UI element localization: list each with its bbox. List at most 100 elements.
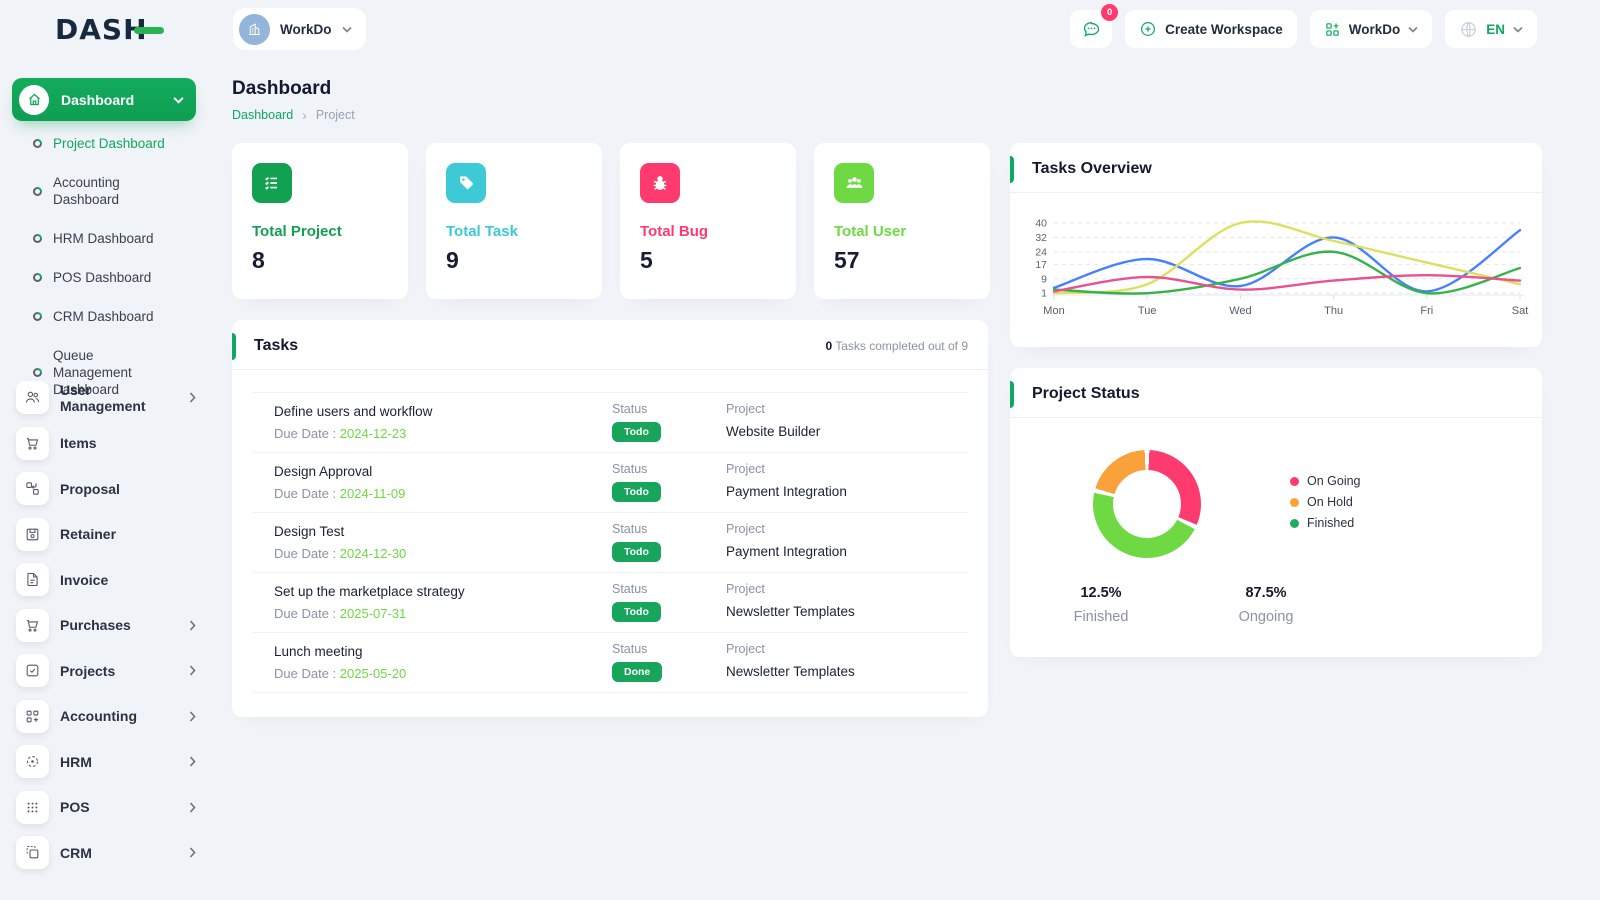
chevron-down-icon	[173, 96, 184, 104]
brand-logo[interactable]: DASH	[55, 13, 164, 46]
sidebar-item-accounting[interactable]: Accounting	[0, 694, 212, 740]
dots-grid-icon	[16, 790, 49, 824]
due-date-value: 2024-12-23	[339, 426, 407, 441]
due-date-value: 2025-07-31	[339, 606, 407, 621]
sidebar-item-crm[interactable]: CRM	[0, 830, 212, 876]
topbar-actions: 0 Create Workspace WorkDo EN	[1070, 4, 1537, 48]
language-selector[interactable]: EN	[1445, 10, 1537, 48]
tasks-overview-header: Tasks Overview	[1010, 143, 1542, 193]
sidebar-item-hrm-dashboard[interactable]: HRM Dashboard	[0, 219, 212, 258]
home-icon-wrap	[19, 84, 49, 115]
sidebar-item-invoice[interactable]: Invoice	[0, 557, 212, 603]
main-content: Dashboard Dashboard › Project Total Proj…	[232, 57, 1542, 900]
due-date-value: 2024-11-09	[339, 486, 406, 501]
legend-dot	[1290, 519, 1299, 528]
menu-label: User Management	[60, 381, 146, 414]
project-column-label: Project	[726, 642, 765, 656]
legend-dot	[1290, 477, 1299, 486]
task-row: Lunch meeting Due Date : 2025-05-20 Stat…	[252, 633, 968, 693]
project-column-label: Project	[726, 402, 765, 416]
tasks-card: Tasks 0 Tasks completed out of 9 Define …	[232, 320, 988, 717]
stat-label: Total Bug	[640, 223, 709, 240]
legend-label: Finished	[1307, 516, 1355, 530]
messages-count-badge: 0	[1101, 4, 1119, 21]
home-icon	[28, 93, 40, 106]
stat-label: Total Project	[252, 223, 342, 240]
due-date-label: Due Date :	[274, 486, 337, 501]
stat-value: 5	[640, 247, 653, 273]
sidebar-menu: User Management Items Proposal Retainer …	[0, 375, 212, 876]
bullet-icon	[33, 234, 42, 243]
project-column-label: Project	[726, 582, 765, 596]
users-icon	[16, 381, 49, 415]
sidebar-item-items[interactable]: Items	[0, 421, 212, 467]
breadcrumb-separator-icon: ›	[302, 107, 307, 123]
sidebar-item-project-dashboard[interactable]: Project Dashboard	[0, 124, 212, 163]
sidebar-item-dashboard[interactable]: Dashboard	[12, 78, 196, 121]
sidebar-item-projects[interactable]: Projects	[0, 648, 212, 694]
sidebar-item-retainer[interactable]: Retainer	[0, 512, 212, 558]
svg-text:Tue: Tue	[1138, 305, 1157, 317]
menu-label: Accounting	[60, 708, 137, 725]
workspace-selector[interactable]: WorkDo	[233, 8, 366, 50]
chevron-right-icon	[189, 665, 196, 676]
breadcrumb-dashboard-link[interactable]: Dashboard	[232, 108, 294, 122]
legend-dot	[1290, 498, 1299, 507]
task-title: Design Approval	[274, 464, 373, 479]
sidebar-item-user-management[interactable]: User Management	[0, 375, 212, 421]
menu-label: CRM	[60, 844, 92, 861]
sidebar-item-pos[interactable]: POS	[0, 785, 212, 831]
task-title: Design Test	[274, 524, 345, 539]
focus-icon	[16, 745, 49, 779]
floppy-icon	[16, 517, 49, 551]
menu-label: Proposal	[60, 480, 120, 497]
submenu-label: CRM Dashboard	[53, 309, 154, 324]
stat-label: Total User	[834, 223, 907, 240]
bullet-icon	[33, 312, 42, 321]
legend-item-on-hold: On Hold	[1290, 496, 1361, 509]
svg-text:Sat: Sat	[1512, 305, 1529, 317]
status-column-label: Status	[612, 582, 648, 596]
brand-logo-dash-accent	[133, 27, 164, 34]
svg-text:24: 24	[1035, 246, 1047, 258]
stat-card-total-user: Total User 57	[814, 143, 990, 299]
app-menu-button[interactable]: WorkDo	[1309, 10, 1433, 48]
sidebar-item-accounting-dashboard[interactable]: Accounting Dashboard	[0, 163, 212, 219]
workspace-avatar	[239, 13, 270, 45]
ongoing-percentage-label: Ongoing	[1238, 609, 1294, 625]
task-title: Define users and workflow	[274, 404, 433, 419]
sidebar-item-pos-dashboard[interactable]: POS Dashboard	[0, 258, 212, 297]
sidebar-item-purchases[interactable]: Purchases	[0, 603, 212, 649]
messages-button[interactable]: 0	[1070, 4, 1119, 48]
svg-text:Fri: Fri	[1420, 305, 1433, 317]
sidebar-item-hrm[interactable]: HRM	[0, 739, 212, 785]
menu-label: HRM	[60, 753, 92, 770]
svg-text:40: 40	[1035, 218, 1047, 230]
page-title: Dashboard	[232, 78, 332, 99]
chevron-right-icon	[189, 756, 196, 767]
finished-percentage-value: 12.5%	[1080, 585, 1122, 601]
sidebar-item-queue-management-dashboard[interactable]: Queue Management Dashboard	[0, 336, 212, 409]
tasks-completed-count: 0	[825, 339, 833, 353]
menu-label: Items	[60, 435, 97, 452]
cart-icon	[16, 426, 49, 460]
frames-icon	[16, 836, 49, 870]
menu-label: Purchases	[60, 617, 131, 634]
status-badge: Todo	[612, 482, 661, 502]
sidebar-item-proposal[interactable]: Proposal	[0, 466, 212, 512]
building-icon	[249, 22, 260, 35]
tasks-overview-card: Tasks Overview 1 9 17 24 32 40 Mon Tue Wed Thu Fri…	[1010, 143, 1542, 347]
chevron-down-icon	[1408, 26, 1418, 33]
menu-label: Invoice	[60, 571, 109, 588]
project-name: Newsletter Templates	[726, 604, 855, 619]
create-workspace-button[interactable]: Create Workspace	[1125, 10, 1297, 48]
tasks-completed-note: 0 Tasks completed out of 9	[825, 339, 968, 353]
project-status-title: Project Status	[1032, 385, 1140, 402]
task-row: Design Test Due Date : 2024-12-30 Status…	[252, 513, 968, 573]
menu-label: Projects	[60, 662, 116, 679]
sidebar-item-crm-dashboard[interactable]: CRM Dashboard	[0, 297, 212, 336]
sidebar: Dashboard Project Dashboard Accounting D…	[0, 57, 212, 900]
project-name: Payment Integration	[726, 484, 847, 499]
stat-card-total-project: Total Project 8	[232, 143, 408, 299]
project-column-label: Project	[726, 462, 765, 476]
